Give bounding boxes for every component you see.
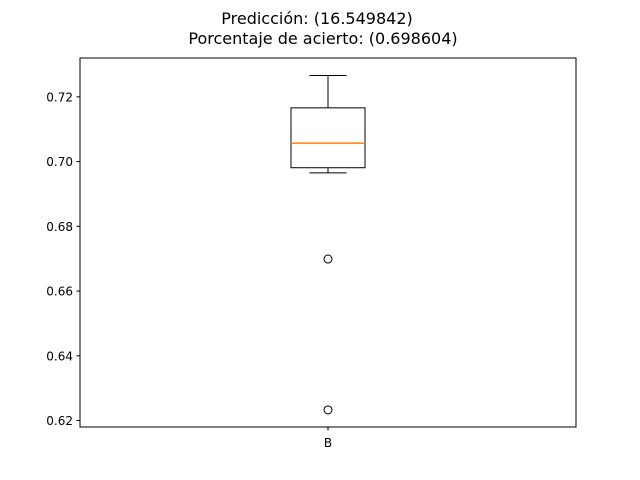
chart-title: Predicción: (16.549842) Porcentaje de ac… — [188, 9, 457, 48]
y-tick-label: 0.72 — [46, 90, 73, 104]
y-tick-label: 0.68 — [46, 220, 73, 234]
box-iqr — [290, 107, 366, 169]
x-tick-label: B — [324, 436, 332, 450]
box-group — [290, 74, 366, 415]
chart-title-line-1: Predicción: (16.549842) — [221, 9, 413, 28]
y-axis: 0.62 0.64 0.66 0.68 0.70 0.72 — [46, 90, 80, 428]
x-axis: B — [324, 427, 332, 450]
y-tick-label: 0.66 — [46, 285, 73, 299]
chart-title-line-2: Porcentaje de acierto: (0.698604) — [188, 29, 457, 48]
y-tick-label: 0.62 — [46, 414, 73, 428]
y-tick-label: 0.70 — [46, 155, 73, 169]
outlier-point — [323, 405, 333, 415]
y-tick-label: 0.64 — [46, 349, 73, 363]
plot-area-frame — [79, 57, 577, 428]
outlier-point — [323, 254, 333, 264]
